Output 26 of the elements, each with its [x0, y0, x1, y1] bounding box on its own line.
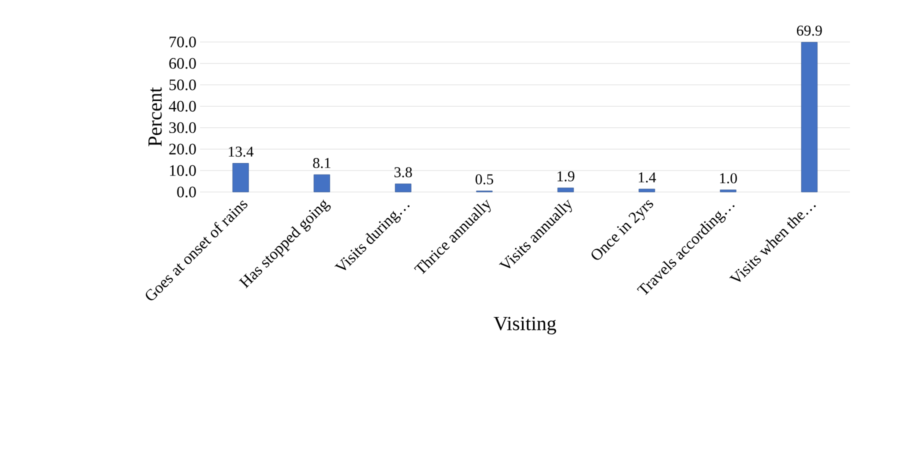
data-label: 1.4	[638, 172, 656, 182]
data-label: 13.4	[228, 146, 254, 157]
bar	[801, 42, 818, 192]
bar	[720, 190, 736, 192]
y-tick-label: 0.0	[177, 186, 196, 198]
y-tick-label: 70.0	[170, 36, 196, 48]
x-tick-label: Once in 2yrs	[592, 200, 654, 260]
y-tick-label: 50.0	[170, 79, 196, 90]
y-tick-label: 30.0	[169, 122, 196, 134]
data-label: 1.0	[720, 173, 737, 184]
bar	[232, 163, 249, 192]
bar	[638, 188, 656, 192]
y-tick-label: 20.0	[169, 144, 196, 155]
data-label: 0.5	[476, 174, 494, 184]
y-tick-label: 60.0	[169, 58, 196, 69]
y-tick-label: 40.0	[168, 100, 196, 112]
data-label: 1.9	[558, 171, 574, 182]
data-label: 8.1	[313, 158, 330, 168]
x-axis-title: Visiting	[494, 316, 556, 334]
y-tick-label: 10.0	[170, 165, 196, 176]
y-axis-title: Percent	[148, 87, 162, 146]
data-label: 69.9	[796, 26, 822, 36]
bar	[314, 174, 330, 192]
data-label: 3.8	[394, 167, 412, 178]
bar	[557, 188, 574, 192]
bar	[394, 184, 412, 192]
